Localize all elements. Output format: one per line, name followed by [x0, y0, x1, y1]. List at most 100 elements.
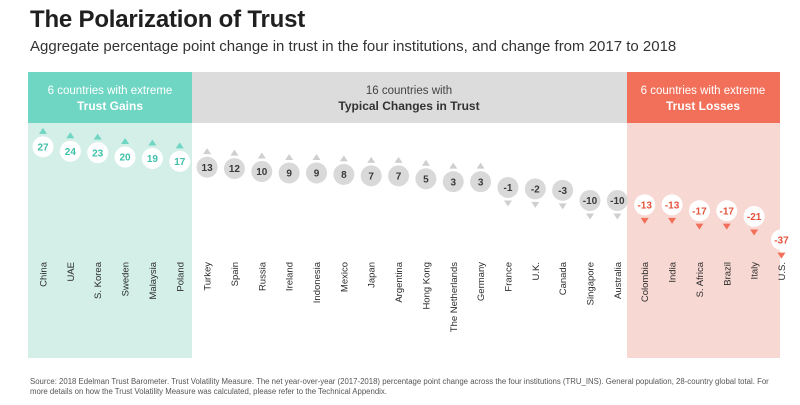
country-label: U.S.: [777, 262, 788, 280]
country-label: The Netherlands: [449, 262, 460, 332]
country-label: Mexico: [339, 262, 350, 292]
value-label: -13: [637, 200, 652, 211]
country-label: Malaysia: [148, 261, 159, 299]
value-label: 23: [92, 148, 104, 159]
country-label: Italy: [750, 262, 761, 280]
value-dot: [524, 178, 546, 200]
value-dot: [470, 171, 492, 193]
value-label: 20: [119, 153, 131, 164]
trend-arrow-icon: [421, 159, 430, 166]
value-dot: [743, 205, 765, 227]
trend-arrow-icon: [668, 217, 677, 224]
country-label: Hong Kong: [421, 262, 432, 310]
value-dot: [606, 190, 628, 211]
value-dot: [223, 158, 245, 180]
value-label: 10: [256, 167, 268, 178]
country-label: Singapore: [586, 262, 597, 305]
trend-arrow-icon: [558, 203, 567, 210]
value-dot: [87, 142, 109, 164]
country-label: Japan: [367, 262, 378, 288]
value-dot: [497, 176, 519, 198]
trend-arrow-icon: [449, 162, 458, 169]
trend-arrow-icon: [367, 156, 376, 163]
trend-arrow-icon: [722, 223, 731, 230]
country-label: Canada: [558, 261, 569, 295]
trend-arrow-icon: [93, 133, 102, 140]
value-label: -10: [610, 196, 625, 207]
country-label: Argentina: [394, 261, 405, 302]
country-label: UAE: [66, 262, 77, 282]
trend-arrow-icon: [640, 217, 649, 224]
value-dot: [306, 162, 327, 184]
value-label: 12: [229, 164, 241, 175]
value-dot: [141, 147, 163, 169]
country-label: Colombia: [640, 261, 651, 302]
value-dot: [579, 190, 601, 211]
value-dot: [415, 168, 437, 190]
value-label: -10: [583, 196, 598, 207]
chart-marks: 27 China 24 UAE 23 S. Korea 20 Sweden 19 Malaysia…: [32, 127, 792, 332]
value-label: 7: [396, 171, 402, 182]
country-label: Australia: [613, 261, 624, 299]
value-label: 19: [147, 154, 159, 165]
trend-arrow-icon: [39, 127, 47, 134]
value-label: 3: [450, 177, 456, 188]
country-label: Russia: [257, 261, 268, 291]
value-dot: [251, 161, 273, 182]
trend-arrow-icon: [777, 252, 786, 259]
value-dot: [716, 200, 738, 222]
country-label: Poland: [175, 262, 186, 292]
trend-arrow-icon: [586, 213, 594, 220]
gains-header-line2: Trust Gains: [77, 99, 143, 113]
value-label: 17: [174, 157, 186, 168]
source-footnote: Source: 2018 Edelman Trust Barometer. Tr…: [30, 377, 769, 396]
trend-arrow-icon: [531, 201, 540, 208]
trend-arrow-icon: [394, 156, 403, 163]
trend-arrow-icon: [613, 213, 622, 220]
value-label: -1: [503, 183, 512, 194]
value-dot: [169, 150, 191, 172]
value-label: 8: [341, 170, 347, 181]
gains-header-background: [28, 72, 192, 123]
value-dot: [114, 146, 136, 168]
value-label: -13: [665, 200, 680, 211]
country-label: Brazil: [722, 262, 733, 286]
trend-arrow-icon: [312, 153, 321, 160]
value-label: -2: [531, 185, 540, 196]
typical-header-line1: 16 countries with: [366, 85, 452, 97]
typical-header-line2: Typical Changes in Trust: [338, 99, 479, 113]
value-label: 9: [286, 169, 292, 180]
value-label: -37: [774, 235, 789, 246]
value-label: 9: [314, 169, 320, 180]
country-label: S. Korea: [93, 261, 104, 299]
value-dot: [278, 162, 300, 184]
trend-arrow-icon: [339, 155, 348, 162]
trend-arrow-icon: [175, 142, 184, 149]
country-label: Sweden: [121, 262, 132, 296]
value-dot: [634, 194, 656, 216]
value-label: -21: [747, 212, 762, 223]
country-label: India: [668, 261, 679, 282]
country-label: Ireland: [285, 262, 296, 291]
trend-arrow-icon: [230, 149, 239, 156]
country-label: U.K.: [531, 262, 542, 280]
country-label: China: [39, 261, 50, 287]
trend-arrow-icon: [121, 138, 130, 144]
page-subtitle: Aggregate percentage point change in tru…: [30, 38, 677, 55]
country-label: Spain: [230, 262, 241, 286]
value-label: 7: [368, 171, 374, 182]
losses-header-line1: 6 countries with extreme: [641, 85, 766, 97]
value-label: 24: [65, 147, 77, 158]
trend-arrow-icon: [203, 148, 212, 155]
trend-arrow-icon: [285, 153, 294, 160]
country-label: Indonesia: [312, 261, 323, 303]
country-label: France: [503, 262, 514, 292]
page-title: The Polarization of Trust: [30, 6, 306, 33]
value-dot: [388, 165, 410, 187]
country-label: Turkey: [203, 262, 214, 291]
trend-arrow-icon: [148, 139, 157, 146]
losses-header-line2: Trust Losses: [666, 99, 740, 113]
value-label: -3: [558, 186, 567, 197]
country-label: Germany: [476, 262, 487, 301]
trend-arrow-icon: [503, 200, 512, 207]
